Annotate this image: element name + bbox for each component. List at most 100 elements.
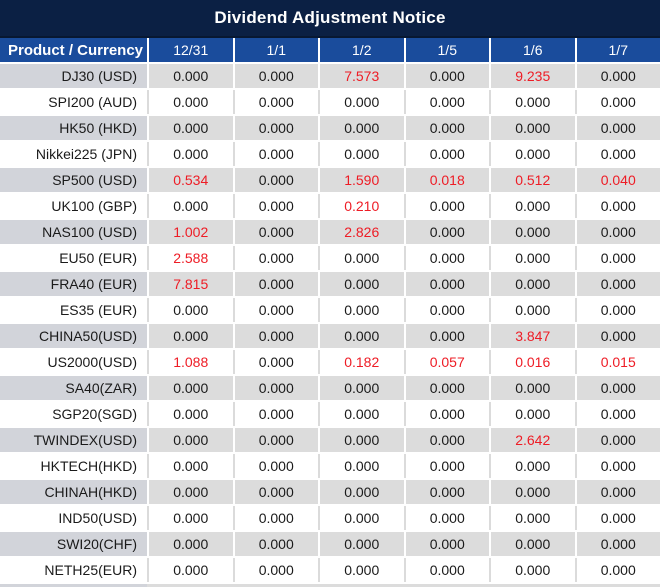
value-cell: 0.000	[232, 272, 319, 296]
value-cell: 0.000	[403, 246, 490, 270]
value-cell: 0.000	[147, 480, 233, 504]
table-row: SA40(ZAR) 0.000 0.000 0.000 0.000 0.000 0.000	[0, 376, 660, 402]
value-cell: 1.088	[147, 350, 233, 374]
value-cell: 0.000	[232, 402, 319, 426]
value-cell: 0.000	[232, 454, 319, 478]
value-cell: 0.000	[147, 402, 233, 426]
value-cell: 0.000	[318, 246, 404, 270]
value-cell: 0.000	[232, 558, 319, 582]
value-cell: 0.000	[318, 116, 404, 140]
product-cell: DJ30 (USD)	[0, 64, 147, 88]
value-cell: 0.040	[574, 168, 660, 192]
value-cell: 3.847	[489, 324, 575, 348]
value-cell: 0.000	[147, 376, 233, 400]
value-cell: 1.590	[318, 168, 404, 192]
value-cell: 0.000	[489, 298, 575, 322]
value-cell: 0.000	[318, 532, 404, 556]
value-cell: 0.000	[574, 246, 660, 270]
column-header-date: 1/2	[318, 38, 404, 62]
value-cell: 0.000	[147, 454, 233, 478]
value-cell: 0.000	[574, 142, 660, 166]
value-cell: 0.000	[574, 298, 660, 322]
value-cell: 0.000	[232, 532, 319, 556]
value-cell: 0.000	[232, 246, 319, 270]
value-cell: 0.000	[574, 272, 660, 296]
value-cell: 0.000	[489, 376, 575, 400]
value-cell: 0.000	[489, 220, 575, 244]
value-cell: 0.000	[489, 90, 575, 114]
value-cell: 0.000	[489, 558, 575, 582]
product-cell: SWI20(CHF)	[0, 532, 147, 556]
value-cell: 0.000	[403, 480, 490, 504]
value-cell: 0.000	[574, 428, 660, 452]
product-cell: HKTECH(HKD)	[40, 458, 137, 474]
product-cell: TWINDEX(USD)	[0, 428, 147, 452]
value-cell: 0.534	[147, 168, 233, 192]
product-cell: Nikkei225 (JPN)	[35, 146, 137, 162]
value-cell: 0.000	[489, 272, 575, 296]
value-cell: 0.000	[403, 90, 490, 114]
value-cell: 0.000	[232, 298, 319, 322]
value-cell: 0.000	[318, 402, 404, 426]
table-row: UK100 (GBP) 0.000 0.000 0.210 0.000 0.000 0.00…	[0, 194, 660, 220]
value-cell: 2.826	[318, 220, 404, 244]
value-cell: 0.016	[489, 350, 575, 374]
product-cell: EU50 (EUR)	[59, 250, 137, 266]
value-cell: 0.000	[574, 64, 660, 88]
table-row: CHINAH(HKD) 0.000 0.000 0.000 0.000 0.000 0.00…	[0, 480, 660, 506]
table-row: ES35 (EUR) 0.000 0.000 0.000 0.000 0.000 0.000	[0, 298, 660, 324]
value-cell: 0.000	[574, 532, 660, 556]
value-cell: 0.000	[403, 194, 490, 218]
column-header-date: 1/7	[574, 38, 660, 62]
table-row: TWINDEX(USD) 0.000 0.000 0.000 0.000 2.642 0.0…	[0, 428, 660, 454]
value-cell: 0.000	[489, 402, 575, 426]
table-row: US2000(USD) 1.088 0.000 0.182 0.057 0.016 0.01…	[0, 350, 660, 376]
product-cell: SA40(ZAR)	[0, 376, 147, 400]
value-cell: 0.015	[574, 350, 660, 374]
value-cell: 2.588	[147, 246, 233, 270]
product-cell: NAS100 (USD)	[0, 220, 147, 244]
value-cell: 0.000	[147, 298, 233, 322]
product-cell: SGP20(SGD)	[52, 406, 137, 422]
product-cell: CHINA50(USD)	[0, 324, 147, 348]
table-row: SGP20(SGD) 0.000 0.000 0.000 0.000 0.000 0.000	[0, 402, 660, 428]
value-cell: 0.000	[403, 298, 490, 322]
value-cell: 0.000	[232, 376, 319, 400]
table-row: DJ30 (USD) 0.000 0.000 7.573 0.000 9.235 0.000	[0, 64, 660, 90]
product-cell: SP500 (USD)	[0, 168, 147, 192]
value-cell: 0.000	[403, 142, 490, 166]
value-cell: 0.000	[403, 506, 490, 530]
value-cell: 0.000	[489, 532, 575, 556]
value-cell: 0.000	[232, 142, 319, 166]
value-cell: 0.000	[318, 142, 404, 166]
value-cell: 0.000	[232, 350, 319, 374]
value-cell: 0.000	[489, 454, 575, 478]
value-cell: 0.000	[232, 506, 319, 530]
value-cell: 0.000	[232, 116, 319, 140]
table-row: SWI20(CHF) 0.000 0.000 0.000 0.000 0.000 0.000	[0, 532, 660, 558]
value-cell: 0.000	[232, 90, 319, 114]
column-header-date: 1/5	[403, 38, 490, 62]
product-cell: HK50 (HKD)	[0, 116, 147, 140]
value-cell: 0.000	[147, 532, 233, 556]
value-cell: 0.000	[403, 272, 490, 296]
value-cell: 0.000	[574, 454, 660, 478]
value-cell: 0.000	[147, 142, 233, 166]
value-cell: 0.000	[574, 116, 660, 140]
value-cell: 0.018	[403, 168, 490, 192]
value-cell: 0.000	[318, 90, 404, 114]
value-cell: 0.000	[403, 324, 490, 348]
table-row: Nikkei225 (JPN) 0.000 0.000 0.000 0.000 0.000…	[0, 142, 660, 168]
product-cell: FRA40 (EUR)	[0, 272, 147, 296]
value-cell: 2.642	[489, 428, 575, 452]
table-row: IND50(USD) 0.000 0.000 0.000 0.000 0.000 0.000	[0, 506, 660, 532]
value-cell: 0.000	[489, 246, 575, 270]
value-cell: 0.000	[318, 480, 404, 504]
value-cell: 0.000	[232, 480, 319, 504]
value-cell: 0.000	[318, 376, 404, 400]
table-body: DJ30 (USD) 0.000 0.000 7.573 0.000 9.235 0.000…	[0, 64, 660, 584]
value-cell: 0.000	[574, 220, 660, 244]
table-row: FRA40 (EUR) 7.815 0.000 0.000 0.000 0.000 0.00…	[0, 272, 660, 298]
value-cell: 0.000	[147, 116, 233, 140]
